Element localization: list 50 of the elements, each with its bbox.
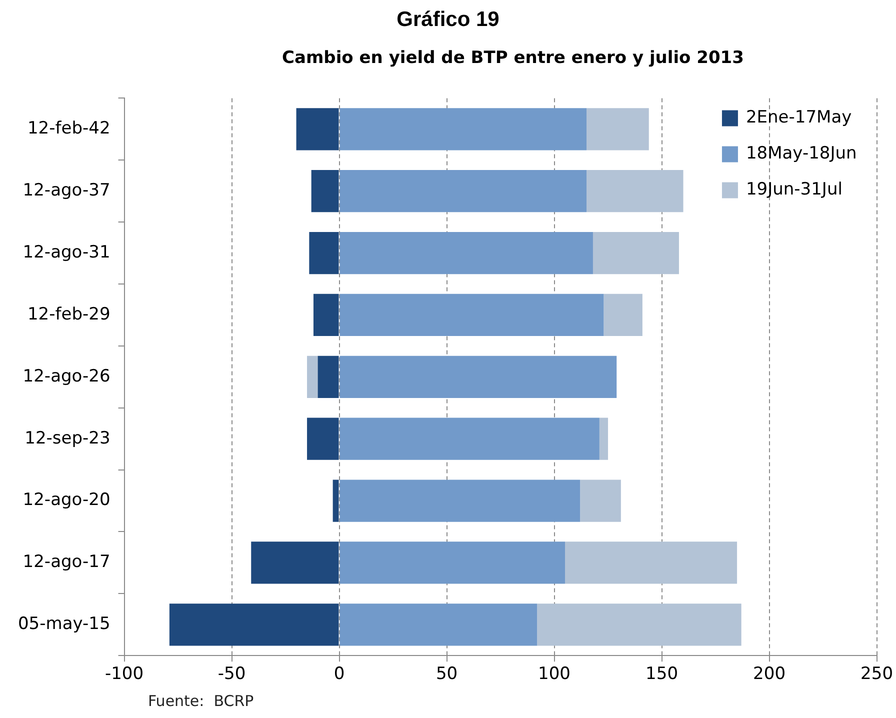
x-tick-label: -50 bbox=[218, 664, 246, 684]
bar bbox=[307, 418, 339, 460]
legend-label: 19Jun-31Jul bbox=[746, 180, 842, 200]
x-tick-label: -100 bbox=[104, 664, 144, 684]
y-tick-label: 12-feb-29 bbox=[27, 304, 110, 324]
bar bbox=[309, 232, 339, 274]
bar bbox=[580, 480, 621, 522]
y-tick-label: 05-may-15 bbox=[18, 614, 110, 634]
y-tick-label: 12-feb-42 bbox=[27, 118, 110, 139]
y-tick-label: 12-ago-26 bbox=[22, 366, 110, 386]
bar bbox=[586, 170, 684, 212]
bar bbox=[592, 232, 679, 274]
x-tick-label: 200 bbox=[753, 664, 786, 684]
chart-title: Gráfico 19 bbox=[396, 8, 500, 32]
bar bbox=[340, 108, 587, 150]
y-tick-label: 12-sep-23 bbox=[24, 428, 110, 448]
y-tick-label: 12-ago-37 bbox=[22, 180, 110, 201]
y-tick-label: 12-ago-31 bbox=[22, 242, 110, 262]
bar bbox=[318, 356, 339, 398]
source-note: Fuente: BCRP bbox=[148, 692, 254, 710]
bar bbox=[313, 294, 339, 336]
x-tick-label: 100 bbox=[538, 664, 570, 684]
bar bbox=[296, 108, 339, 150]
x-tick-label: 0 bbox=[334, 664, 345, 684]
chart-subtitle: Cambio en yield de BTP entre enero y julio 2013 bbox=[281, 48, 745, 68]
bar bbox=[604, 294, 642, 336]
x-tick-label: 250 bbox=[860, 664, 894, 684]
bar bbox=[565, 542, 738, 584]
bar bbox=[340, 480, 580, 522]
bar bbox=[340, 170, 587, 212]
bar bbox=[307, 356, 318, 398]
bar bbox=[332, 480, 339, 522]
x-tick-label: 50 bbox=[436, 664, 458, 684]
legend-label: 18May-18Jun bbox=[746, 144, 857, 164]
bar bbox=[311, 170, 339, 212]
bar bbox=[340, 418, 600, 460]
bar bbox=[599, 418, 608, 460]
bar bbox=[251, 542, 339, 584]
y-tick-label: 12-ago-17 bbox=[22, 552, 110, 572]
bar bbox=[169, 604, 339, 646]
bar bbox=[340, 294, 604, 336]
legend-label: 2Ene-17May bbox=[746, 108, 852, 128]
bar bbox=[340, 542, 566, 584]
x-tick-label: 150 bbox=[646, 664, 678, 684]
bar bbox=[340, 604, 538, 646]
bar bbox=[537, 604, 742, 646]
bar bbox=[340, 232, 593, 274]
y-tick-label: 12-ago-20 bbox=[22, 490, 110, 510]
bar bbox=[586, 108, 649, 150]
bar bbox=[340, 356, 617, 398]
